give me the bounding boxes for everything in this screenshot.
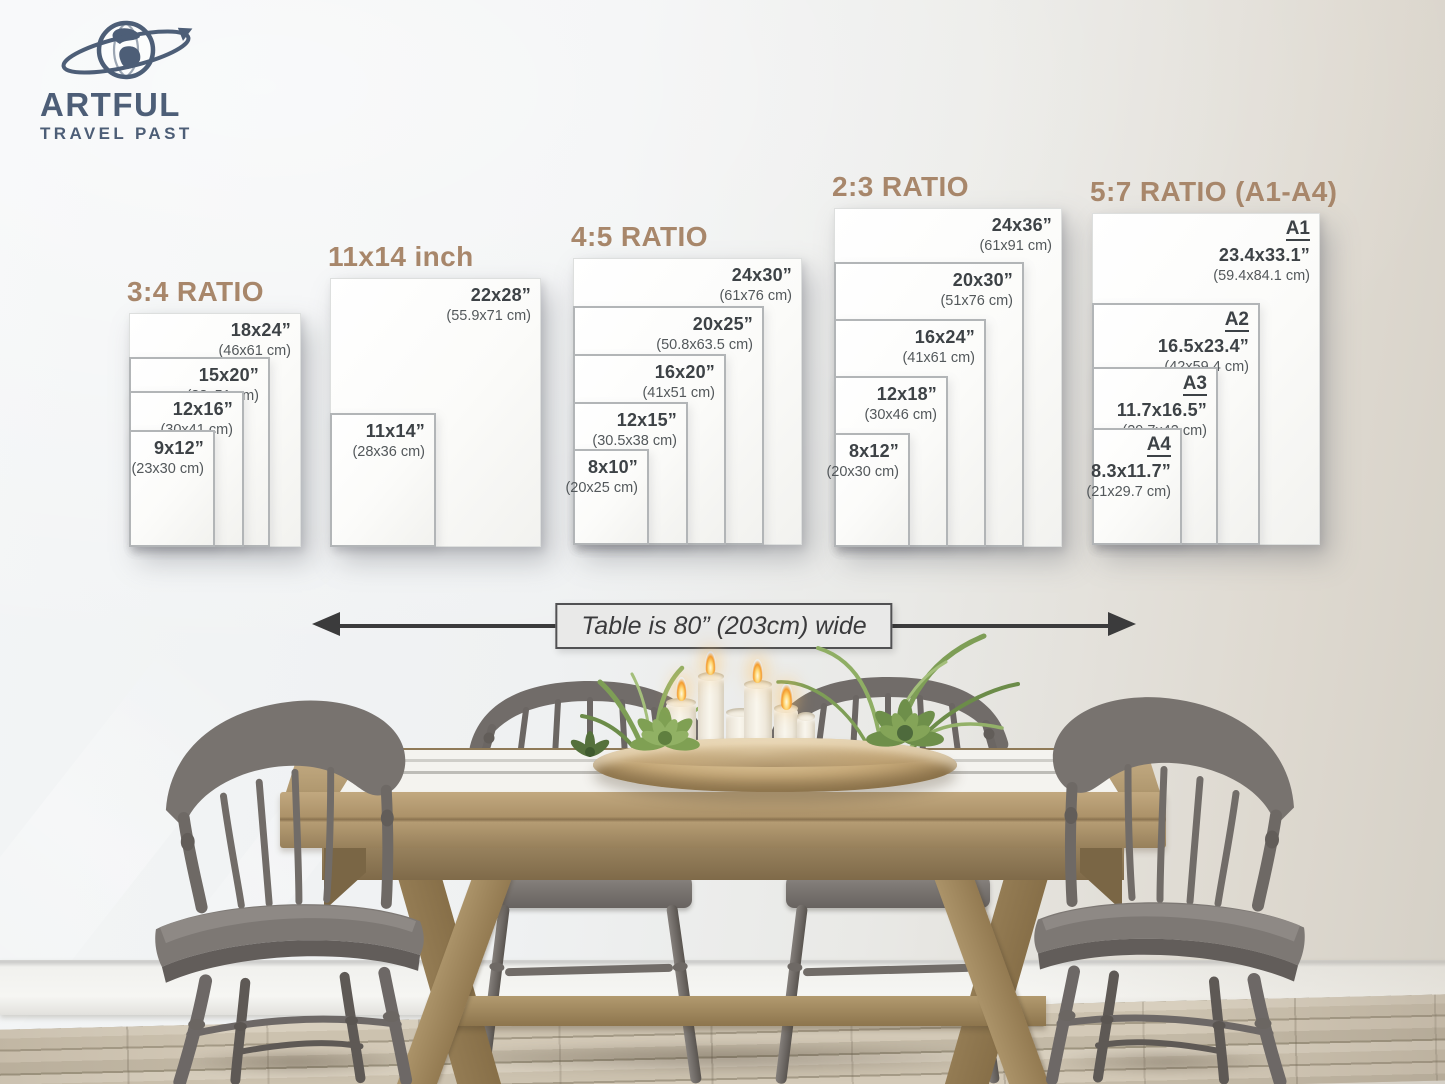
- group-title: 11x14 inch: [328, 241, 474, 272]
- group-title: 5:7 RATIO (A1-A4): [1090, 176, 1338, 207]
- arrow-right-head-icon: [1108, 612, 1136, 636]
- table-width-label: Table is 80” (203cm) wide: [555, 603, 893, 649]
- candle-top: [744, 680, 772, 689]
- leg-turning: [672, 961, 689, 973]
- small-dark-succulent: [570, 731, 610, 757]
- candle-top: [698, 672, 724, 681]
- size-group-11x14: 11x14 inch 22x28” (55.9x71 cm) 11x14” (28x…: [328, 243, 541, 547]
- left-succulent: [630, 707, 700, 751]
- brand-name: ARTFUL: [40, 86, 181, 123]
- poster-size-rect-a4: A4 8.3x11.7” (21x29.7 cm): [1086, 428, 1182, 545]
- candle-top: [726, 708, 756, 717]
- table-apron: [322, 848, 1124, 880]
- brand-logo: ARTFUL TRAVEL PAST: [40, 14, 230, 142]
- candle-flame: [676, 677, 687, 701]
- poster-size-rect-11x14: 11x14” (28x36 cm): [330, 413, 436, 547]
- globe-orbit-icon: [61, 20, 193, 80]
- right-succulent: [866, 699, 944, 747]
- size-group-5-7-a-series: 5:7 RATIO (A1-A4) A1 23.4x33.1” (59.4x84.1…: [1086, 178, 1337, 545]
- group-title: 2:3 RATIO: [832, 171, 969, 202]
- poster-size-rect-9x12: 9x12” (23x30 cm): [129, 430, 215, 547]
- candle-flame: [752, 659, 763, 683]
- poster-size-rect-8x10: 8x10” (20x25 cm): [565, 449, 649, 545]
- front-left-chair: [155, 700, 424, 1084]
- group-title: 3:4 RATIO: [127, 276, 264, 307]
- brand-tagline: TRAVEL PAST: [40, 124, 193, 143]
- candle-flame: [780, 683, 793, 710]
- front-right-chair: [1034, 697, 1305, 1084]
- candle-top: [797, 712, 815, 721]
- candle-flame: [705, 651, 716, 675]
- poster-size-rect-8x12: 8x12” (20x30 cm): [826, 433, 910, 547]
- candle-top: [666, 698, 696, 707]
- size-group-4-5: 4:5 RATIO 24x30” (61x76 cm) 20x25” (50.8x6…: [565, 223, 802, 545]
- size-group-2-3: 2:3 RATIO 24x36” (61x91 cm) 20x30” (51x76 …: [826, 173, 1062, 547]
- tabletop-front-edge: [280, 792, 1166, 848]
- group-title: 4:5 RATIO: [571, 221, 708, 252]
- succulent-rosettes-front: [570, 699, 944, 757]
- size-group-3-4: 3:4 RATIO 18x24”(46x61 cm) 15x20”(38x51 …: [127, 278, 301, 547]
- table-width-arrow: Table is 80” (203cm) wide: [312, 603, 1136, 649]
- table-stretcher-beam: [430, 996, 1046, 1026]
